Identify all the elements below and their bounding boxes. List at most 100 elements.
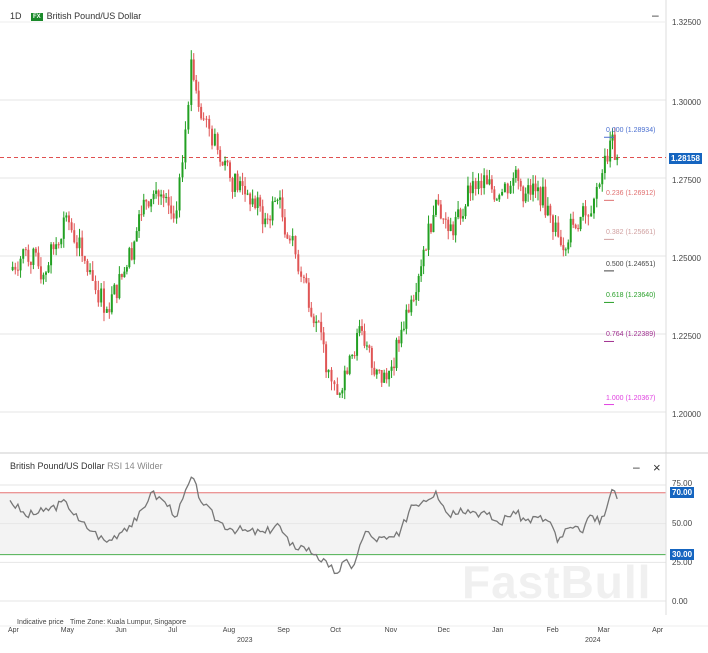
timeframe-selector[interactable]: 1D [10,11,22,21]
rsi-close-icon[interactable]: × [653,460,661,475]
candle-body [422,249,425,267]
candle-body [400,329,403,344]
candle-body [567,242,570,250]
candle-body [226,160,229,163]
rsi-tick: 0.00 [672,597,688,606]
candle-body [606,155,609,162]
rsi-line [9,476,618,575]
timezone[interactable]: Time Zone: Kuala Lumpur, Singapore [70,619,187,626]
current-price-label: 1.28158 [669,153,702,164]
candle-body [172,213,175,219]
candle-body [517,169,520,181]
candle-body [39,266,42,280]
candle-body [181,162,184,178]
candle-body [283,217,286,235]
fx-badge: FX [31,12,43,21]
minimize-icon[interactable]: – [652,8,659,22]
candle-body [427,223,430,250]
candle-body [346,370,349,374]
candle-body [546,205,549,216]
month-label: Jul [168,627,178,634]
candle-body [271,201,274,221]
candle-body [44,272,47,275]
candle-body [512,178,515,186]
candle-body [412,299,415,301]
price-tick: 1.22500 [672,332,701,341]
candle-body [405,309,408,329]
fib-level-label: 0.500 (1.24651) [606,260,656,268]
symbol-title[interactable]: FX British Pound/US Dollar [31,11,141,21]
candle-body [288,238,291,241]
candle-body [216,133,219,150]
candle-body [582,206,585,217]
candle-body [506,183,509,194]
candle-body [477,180,480,190]
candle-body [410,299,413,313]
month-label: Dec [437,627,450,634]
candle-body [62,217,65,239]
candle-body [385,372,388,380]
candle-body [133,241,136,260]
candle-body [165,196,168,199]
rsi-tick: 25.00 [672,558,693,567]
rsi-panel-title: British Pound/US Dollar RSI 14 Wilder [10,461,163,471]
candle-body [370,347,373,368]
candle-body [29,261,32,265]
candle-body [231,178,234,192]
candle-body [519,180,522,187]
rsi-lower-label: 30.00 [670,549,695,560]
candle-body [459,209,462,219]
candle-body [294,235,297,255]
candle-body [388,370,391,380]
candle-body [358,326,361,333]
candle-body [539,187,542,206]
candle-body [75,242,78,249]
month-label: Apr [652,627,664,634]
rsi-minimize-icon[interactable]: – [633,460,640,474]
candle-body [330,369,333,382]
candle-body [544,186,547,216]
candle-body [224,160,227,166]
candle-body [524,193,527,202]
candle-body [541,186,544,206]
candle-body [34,248,37,253]
candle-body [503,183,506,193]
candle-body [447,219,450,232]
candle-body [50,244,53,266]
candle-body [192,59,195,80]
candle-body [365,345,368,347]
candle-body [208,118,211,129]
candle-body [155,190,158,194]
price-tick: 1.27500 [672,176,701,185]
candle-body [37,252,40,267]
candle-body [70,222,73,231]
candle-body [16,269,19,271]
candle-body [125,267,128,272]
candle-body [577,228,580,230]
candle-body [495,199,498,201]
candle-body [395,339,398,369]
candle-body [305,277,308,283]
candle-body [100,288,103,303]
candle-body [603,155,606,174]
candle-body [317,321,320,323]
candle-body [236,173,239,191]
candle-body [454,217,457,236]
candle-body [187,104,190,130]
candle-body [81,237,84,256]
candle-body [437,199,440,205]
candle-body [94,280,97,291]
candle-body [135,231,138,242]
candle-body [483,175,486,189]
candle-body [184,129,187,163]
candle-body [60,238,63,245]
candle-body [613,134,616,160]
candle-body [167,196,170,206]
month-label: Jan [492,627,504,634]
candle-body [383,372,386,383]
candle-body [452,224,455,236]
candle-body [205,118,208,120]
candle-body [83,256,86,261]
